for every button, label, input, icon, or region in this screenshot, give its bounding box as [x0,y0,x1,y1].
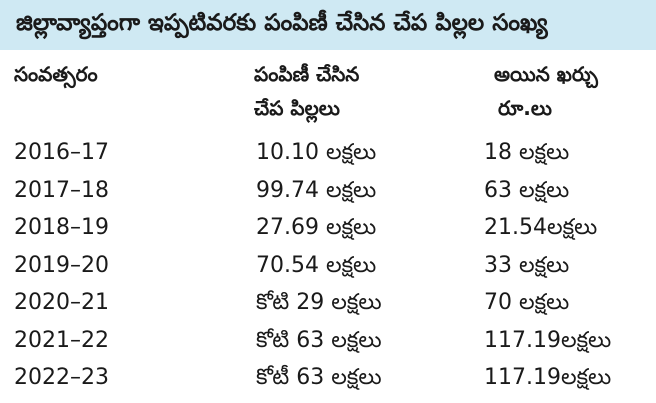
cost-cell: 117.19లక్షలు [484,327,612,353]
cost-cell: 21.54లక్షలు [484,215,598,240]
data-table: 2016–17 10.10 లక్షలు 18 లక్షలు 2017–18 9… [0,140,656,403]
cost-cell: 33 లక్షలు [484,252,570,278]
column-header-fish-line2: చేప పిల్లలు [254,96,340,120]
table-row: 2019–20 70.54 లక్షలు 33 లక్షలు [0,253,656,291]
year-cell: 2020–21 [14,290,109,315]
table-row: 2017–18 99.74 లక్షలు 63 లక్షలు [0,178,656,216]
cost-cell: 63 లక్షలు [484,177,570,203]
year-cell: 2019–20 [14,252,109,278]
title-banner: జిల్లావ్యాప్తంగా ఇప్పటివరకు పంపిణీ చేసిన… [0,0,656,50]
fish-count-cell: 10.10 లక్షలు [256,140,377,165]
year-cell: 2018–19 [14,215,109,240]
table-row: 2022–23 కోటీ 63 లక్షలు 117.19లక్షలు [0,365,656,403]
year-cell: 2016–17 [14,140,109,165]
fish-count-cell: కోటీ 63 లక్షలు [256,365,382,390]
cost-cell: 70 లక్షలు [484,290,570,315]
column-header-cost-line1: అయిన ఖర్చు [494,62,598,86]
column-header-cost-line2: రూ.లు [498,96,552,120]
year-cell: 2022–23 [14,365,109,390]
column-header-year: సంవత్సరం [14,62,98,86]
year-cell: 2021–22 [14,327,109,353]
fish-count-cell: కోటి 29 లక్షలు [256,290,382,315]
year-cell: 2017–18 [14,177,109,203]
fish-count-cell: కోటి 63 లక్షలు [256,327,382,353]
table-row: 2020–21 కోటి 29 లక్షలు 70 లక్షలు [0,290,656,328]
fish-count-cell: 27.69 లక్షలు [256,215,377,240]
cost-cell: 18 లక్షలు [484,140,570,165]
table-row: 2018–19 27.69 లక్షలు 21.54లక్షలు [0,215,656,253]
table-row: 2016–17 10.10 లక్షలు 18 లక్షలు [0,140,656,178]
page-title: జిల్లావ్యాప్తంగా ఇప్పటివరకు పంపిణీ చేసిన… [16,10,548,36]
fish-count-cell: 99.74 లక్షలు [256,177,377,203]
column-header-fish-line1: పంపిణీ చేసిన [254,62,360,86]
table-row: 2021–22 కోటి 63 లక్షలు 117.19లక్షలు [0,328,656,366]
cost-cell: 117.19లక్షలు [484,365,612,390]
fish-count-cell: 70.54 లక్షలు [256,252,377,278]
